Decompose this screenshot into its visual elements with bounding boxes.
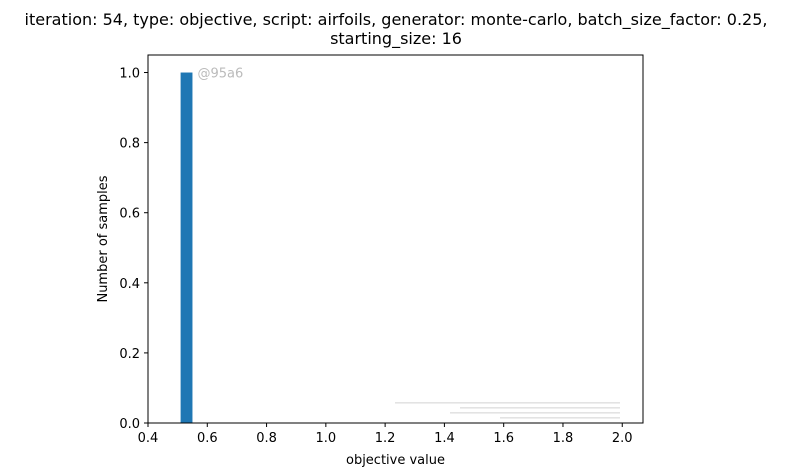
x-tick-label: 1.2	[375, 431, 396, 446]
y-tick-label: 1.0	[119, 67, 140, 82]
x-tick-label: 1.4	[434, 431, 455, 446]
bar-annotation: @95a6	[197, 67, 243, 82]
watermark-line	[500, 417, 620, 419]
watermark-line	[450, 412, 620, 414]
x-tick-label: 1.6	[493, 431, 514, 446]
faint-watermark-text	[395, 402, 620, 419]
watermark-line	[395, 402, 620, 404]
y-tick-label: 0.8	[119, 137, 140, 152]
y-tick-label: 0.4	[119, 277, 140, 292]
x-tick-label: 0.6	[197, 431, 218, 446]
x-tick-label: 0.8	[256, 431, 277, 446]
x-tick-label: 0.4	[138, 431, 159, 446]
chart-title-line: starting_size: 16	[330, 29, 462, 49]
bars	[180, 72, 193, 424]
x-tick-label: 2.0	[612, 431, 633, 446]
plot-frame	[147, 54, 644, 424]
y-axis-label: Number of samples	[96, 175, 111, 302]
bar	[180, 72, 193, 424]
y-axis-ticks: 0.0 0.2 0.4 0.6 0.8 1.0	[119, 67, 148, 432]
watermark-line	[460, 407, 620, 409]
y-tick-label: 0.0	[119, 417, 140, 432]
chart-title-line: iteration: 54, type: objective, script: …	[25, 10, 768, 30]
x-tick-label: 1.0	[316, 431, 337, 446]
x-axis-ticks: 0.4 0.6 0.8 1.0 1.2 1.4 1.6 1.8 2.0	[138, 423, 633, 446]
x-tick-label: 1.8	[553, 431, 574, 446]
y-tick-label: 0.6	[119, 207, 140, 222]
y-tick-label: 0.2	[119, 347, 140, 362]
chart-title: iteration: 54, type: objective, script: …	[25, 10, 768, 49]
x-axis-label: objective value	[346, 453, 445, 468]
